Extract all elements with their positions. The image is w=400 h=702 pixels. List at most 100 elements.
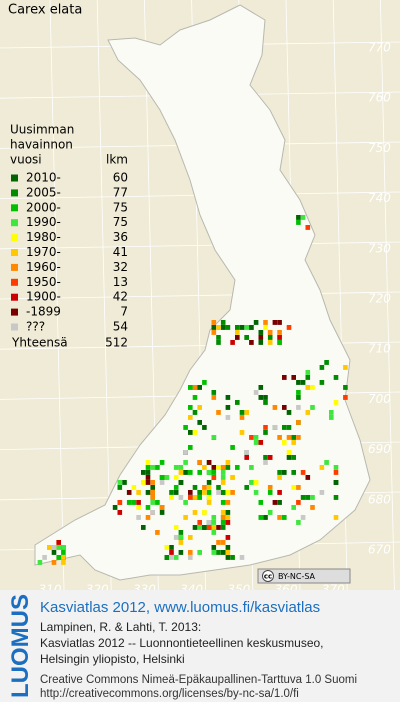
grid-square — [300, 515, 306, 520]
grid-square — [249, 325, 254, 330]
legend-swatch — [11, 278, 18, 286]
grid-square — [197, 520, 202, 525]
grid-square — [263, 430, 268, 435]
grid-square — [333, 470, 339, 475]
grid-square — [220, 500, 226, 505]
grid-square — [192, 495, 198, 500]
grid-square — [296, 405, 301, 410]
grid-square — [216, 490, 221, 495]
grid-square — [296, 215, 301, 220]
grid-square — [300, 470, 306, 475]
grid-square — [277, 515, 282, 520]
grid-square — [333, 400, 339, 405]
grid-square — [220, 550, 226, 555]
grid-square — [202, 380, 207, 385]
legend-count: 42 — [113, 290, 128, 304]
grid-square — [136, 515, 141, 520]
grid-square — [296, 395, 301, 400]
y-tick-label: 750 — [368, 141, 391, 155]
grid-square — [286, 455, 292, 460]
grid-square — [211, 520, 217, 525]
grid-square — [192, 510, 198, 515]
grid-square — [235, 465, 240, 470]
grid-square — [267, 330, 273, 335]
grid-square — [225, 500, 231, 505]
grid-square — [145, 480, 151, 485]
grid-square — [206, 460, 212, 465]
grid-square — [220, 515, 226, 520]
grid-square — [343, 385, 348, 390]
grid-square — [319, 490, 325, 495]
grid-square — [291, 455, 296, 460]
grid-square — [263, 320, 268, 325]
grid-square — [197, 470, 202, 475]
grid-square — [263, 325, 268, 330]
grid-square — [164, 475, 170, 480]
grid-square — [188, 495, 193, 500]
grid-square — [117, 510, 123, 515]
grid-square — [225, 325, 231, 330]
atlas-link[interactable]: Kasviatlas 2012, www.luomus.fi/kasviatla… — [40, 599, 320, 616]
grid-square — [305, 495, 311, 500]
grid-square — [56, 555, 61, 560]
legend-count: 41 — [113, 245, 128, 259]
grid-square — [324, 360, 329, 365]
grid-square — [296, 520, 301, 525]
grid-square — [249, 480, 254, 485]
grid-square — [145, 475, 151, 480]
grid-square — [131, 500, 137, 505]
badge-icon — [262, 570, 274, 582]
grid-square — [197, 495, 202, 500]
grid-square — [173, 465, 179, 470]
grid-square — [324, 460, 329, 465]
grid-square — [333, 515, 339, 520]
legend-count: 36 — [113, 230, 128, 244]
grid-square — [305, 375, 311, 380]
grid-square — [258, 500, 264, 505]
grid-square — [188, 535, 193, 540]
grid-square — [239, 415, 245, 420]
grid-square — [333, 375, 339, 380]
legend-label: 2010- — [26, 171, 61, 185]
grid-square — [272, 425, 278, 430]
legend-label: 1900- — [26, 290, 61, 304]
grid-square — [117, 480, 123, 485]
grid-square — [188, 385, 193, 390]
legend-label: 1980- — [26, 230, 61, 244]
grid-square — [159, 460, 165, 465]
grid-square — [150, 510, 155, 515]
grid-square — [225, 465, 231, 470]
grid-square — [277, 320, 282, 325]
grid-square — [343, 395, 348, 400]
legend-label: 2005- — [26, 185, 61, 199]
license-url[interactable]: http://creativecommons.org/licenses/by-n… — [40, 688, 299, 700]
grid-square — [225, 490, 231, 495]
grid-square — [211, 325, 217, 330]
grid-square — [343, 365, 348, 370]
grid-square — [305, 370, 311, 375]
grid-square — [244, 410, 249, 415]
grid-square — [263, 425, 268, 430]
legend-heading: Uusimman — [10, 123, 74, 137]
grid-square — [150, 480, 155, 485]
legend-total-label: Yhteensä — [11, 336, 68, 350]
legend-label: 1990- — [26, 215, 61, 229]
grid-square — [291, 435, 296, 440]
grid-square — [150, 495, 155, 500]
grid-square — [183, 500, 188, 505]
grid-square — [211, 320, 217, 325]
grid-square — [258, 385, 264, 390]
grid-square — [202, 485, 207, 490]
grid-square — [126, 490, 132, 495]
grid-square — [296, 435, 301, 440]
grid-square — [239, 410, 245, 415]
grid-square — [173, 475, 179, 480]
grid-square — [277, 500, 282, 505]
badge-frame — [257, 568, 351, 584]
grid-square — [225, 515, 231, 520]
grid-square — [178, 465, 184, 470]
grid-square — [333, 480, 339, 485]
legend-label: ??? — [26, 320, 45, 334]
grid-square — [206, 500, 212, 505]
